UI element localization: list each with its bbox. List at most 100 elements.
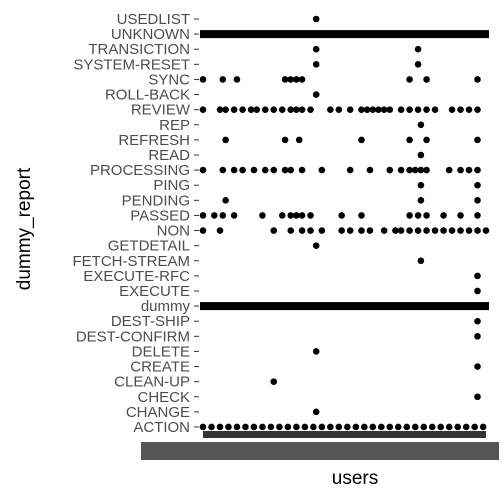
data-point (253, 106, 260, 113)
data-point (466, 227, 473, 234)
data-point (474, 288, 481, 295)
data-point (336, 106, 343, 113)
data-point (423, 212, 430, 219)
data-point (200, 424, 207, 431)
data-point (420, 424, 427, 431)
data-point (313, 91, 320, 98)
data-point (449, 106, 456, 113)
data-point (358, 137, 365, 144)
data-point (353, 424, 360, 431)
data-point (457, 212, 464, 219)
data-point (220, 167, 227, 174)
data-point (406, 227, 413, 234)
data-point (440, 212, 447, 219)
data-point (270, 106, 277, 113)
data-point (429, 424, 436, 431)
data-point (336, 424, 343, 431)
data-point (483, 227, 490, 234)
data-point (211, 212, 218, 219)
dense-point-band-dummy (200, 302, 489, 310)
data-point (293, 76, 300, 83)
data-point (327, 424, 334, 431)
data-point (474, 197, 481, 204)
data-point (415, 106, 422, 113)
data-point (446, 167, 453, 174)
data-point (415, 212, 422, 219)
data-point (307, 106, 314, 113)
data-point (279, 106, 286, 113)
data-point (418, 167, 425, 174)
data-point (474, 167, 481, 174)
data-point (370, 424, 377, 431)
data-point (307, 227, 314, 234)
data-point (398, 167, 405, 174)
data-point (231, 167, 238, 174)
data-point (287, 212, 294, 219)
data-point (234, 76, 241, 83)
data-point (406, 106, 413, 113)
data-point (386, 106, 393, 113)
data-point (367, 167, 374, 174)
data-point (423, 76, 430, 83)
data-point (474, 318, 481, 325)
data-point (432, 106, 439, 113)
data-point (449, 227, 456, 234)
x-tick-labels (141, 442, 499, 460)
data-point (403, 424, 410, 431)
data-point (480, 424, 487, 431)
data-point (313, 409, 320, 416)
data-point (299, 76, 306, 83)
data-point (378, 424, 385, 431)
data-point (319, 167, 326, 174)
data-point (327, 106, 334, 113)
data-point (225, 424, 232, 431)
data-point (276, 424, 283, 431)
data-point (457, 227, 464, 234)
data-point (259, 212, 266, 219)
data-point (299, 167, 306, 174)
data-point (474, 393, 481, 400)
data-point (423, 167, 430, 174)
data-point (412, 167, 419, 174)
data-point (217, 227, 224, 234)
data-point (474, 212, 481, 219)
data-point (406, 167, 413, 174)
data-point (299, 212, 306, 219)
dense-point-band-unknown (200, 30, 489, 38)
y-axis: USEDLISTUNKNOWNTRANSICTIONSYSTEM-RESETSY… (73, 11, 200, 436)
data-point (293, 212, 300, 219)
data-point (338, 212, 345, 219)
data-point (418, 121, 425, 128)
data-point (406, 212, 413, 219)
data-point (313, 61, 320, 68)
data-point (200, 76, 207, 83)
data-point (287, 76, 294, 83)
data-point (262, 167, 269, 174)
data-point (299, 106, 306, 113)
data-point (319, 424, 326, 431)
data-point (313, 16, 320, 23)
data-point (466, 106, 473, 113)
data-point (375, 106, 382, 113)
data-point (270, 378, 277, 385)
data-point (386, 167, 393, 174)
data-point (220, 76, 227, 83)
data-point (474, 182, 481, 189)
data-point (282, 137, 289, 144)
data-point (319, 227, 326, 234)
data-point (466, 167, 473, 174)
data-point (313, 242, 320, 249)
data-point (222, 197, 229, 204)
data-point (302, 424, 309, 431)
data-point (220, 212, 227, 219)
data-point (293, 106, 300, 113)
data-point (454, 424, 461, 431)
data-point (231, 106, 238, 113)
x-axis (141, 431, 499, 460)
data-point (338, 227, 345, 234)
data-point (474, 137, 481, 144)
data-point (270, 167, 277, 174)
data-point (282, 76, 289, 83)
data-point (259, 424, 266, 431)
